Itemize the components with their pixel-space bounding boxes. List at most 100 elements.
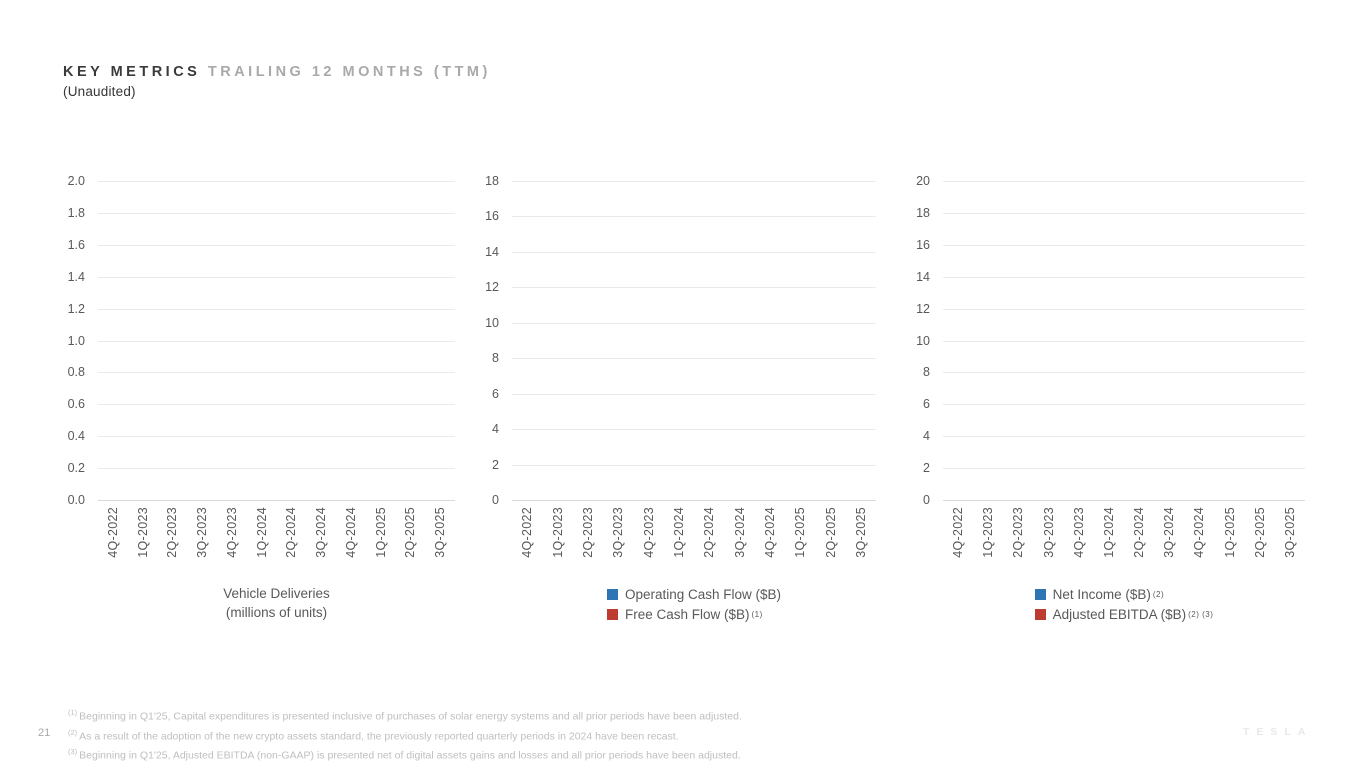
x-axis-tick-label: 3Q-2024	[1162, 507, 1176, 558]
legend-label: Free Cash Flow ($B)	[624, 606, 750, 622]
gridline	[512, 465, 876, 466]
gridline	[98, 277, 455, 278]
footnote-marker: (2)	[68, 727, 78, 737]
y-axis-tick-label: 0.2	[67, 461, 85, 475]
y-axis-tick-label: 0.6	[67, 397, 85, 411]
x-axis-tick-label: 2Q-2024	[702, 507, 716, 558]
y-axis-tick-label: 0.0	[67, 493, 85, 507]
x-axis-tick-label: 4Q-2022	[520, 507, 534, 558]
gridline	[512, 287, 876, 288]
page-title: KEY METRICS TRAILING 12 MONTHS (TTM)	[63, 64, 491, 80]
x-axis-tick-label: 4Q-2022	[106, 507, 120, 558]
legend-swatch-icon	[1034, 588, 1046, 600]
legend-item: Adjusted EBITDA ($B) (2) (3)	[1034, 604, 1214, 624]
gridline	[943, 277, 1305, 278]
footnote: (3) Beginning in Q1'25, Adjusted EBITDA (…	[68, 744, 742, 764]
page-number: 21	[38, 727, 51, 739]
legend-swatch-icon	[606, 588, 618, 600]
gridline	[98, 213, 455, 214]
gridline	[512, 323, 876, 324]
gridline	[98, 309, 455, 310]
legend-swatch-icon	[606, 608, 618, 620]
y-axis-tick-label: 16	[916, 238, 930, 252]
y-axis-tick-label: 1.8	[67, 206, 85, 220]
x-axis-line	[943, 500, 1305, 501]
x-axis-tick-label: 4Q-2024	[1192, 507, 1206, 558]
gridline	[943, 213, 1305, 214]
x-axis-tick-label: 2Q-2024	[1132, 507, 1146, 558]
gridline	[512, 181, 876, 182]
unaudited-label: (Unaudited)	[63, 84, 136, 99]
y-axis-tick-label: 6	[492, 387, 499, 401]
gridline	[943, 309, 1305, 310]
y-axis-tick-label: 1.4	[67, 270, 85, 284]
y-axis-tick-label: 10	[485, 316, 499, 330]
y-axis-tick-label: 0	[492, 493, 499, 507]
x-axis-tick-label: 3Q-2024	[733, 507, 747, 558]
x-axis-tick-label: 3Q-2025	[854, 507, 868, 558]
x-axis-tick-label: 2Q-2024	[284, 507, 298, 558]
x-axis-line	[512, 500, 876, 501]
y-axis-tick-label: 4	[492, 422, 499, 436]
y-axis-tick-label: 12	[916, 302, 930, 316]
y-axis-tick-label: 1.2	[67, 302, 85, 316]
page-title-secondary: TRAILING 12 MONTHS (TTM)	[200, 64, 491, 80]
legend-label: Operating Cash Flow ($B)	[624, 586, 782, 602]
x-axis-tick-label: 1Q-2023	[981, 507, 995, 558]
gridline	[98, 341, 455, 342]
footnote-marker: (1)	[68, 708, 78, 717]
legend-rows: Net Income ($B) (2) Adjusted EBITDA ($B) (2…	[1034, 584, 1214, 624]
x-axis-tick-label: 2Q-2025	[824, 507, 838, 558]
y-axis-tick-label: 20	[916, 174, 930, 188]
gridline	[98, 181, 455, 182]
gridline	[98, 372, 455, 373]
gridline	[98, 404, 455, 405]
chart-title-line: (millions of units)	[225, 605, 328, 620]
gridline	[512, 216, 876, 217]
x-axis-tick-label: 1Q-2024	[255, 507, 269, 558]
y-axis-tick-label: 16	[485, 209, 499, 223]
x-axis-tick-label: 2Q-2023	[581, 507, 595, 558]
x-axis-tick-label: 4Q-2024	[344, 507, 358, 558]
gridline	[512, 429, 876, 430]
x-axis-tick-label: 1Q-2023	[136, 507, 150, 558]
legend-footnote-marker: (2) (3)	[1188, 609, 1214, 619]
legend-item: Net Income ($B) (2)	[1034, 584, 1214, 604]
gridline	[943, 436, 1305, 437]
y-axis-tick-label: 2	[923, 461, 930, 475]
x-axis-tick-label: 1Q-2023	[551, 507, 565, 558]
x-axis-tick-label: 2Q-2023	[165, 507, 179, 558]
x-axis-tick-label: 3Q-2023	[611, 507, 625, 558]
footnote-marker: (3)	[68, 747, 78, 756]
y-axis-tick-label: 2.0	[67, 174, 85, 188]
gridline	[943, 468, 1305, 469]
y-axis-tick-label: 18	[485, 174, 499, 188]
footnote-text: Beginning in Q1'25, Capital expenditures…	[79, 710, 742, 723]
y-axis-tick-label: 8	[923, 365, 930, 379]
gridline	[943, 181, 1305, 182]
x-axis-tick-label: 2Q-2025	[1253, 507, 1267, 558]
gridline	[98, 245, 455, 246]
chart-title-line: Vehicle Deliveries	[223, 586, 330, 601]
y-axis-tick-label: 6	[923, 397, 930, 411]
x-axis-tick-label: 3Q-2023	[1042, 507, 1056, 558]
x-axis-tick-label: 4Q-2022	[951, 507, 965, 558]
chart-title: Vehicle Deliveries (millions of units)	[98, 584, 455, 622]
y-axis-tick-label: 4	[923, 429, 930, 443]
x-axis-tick-label: 4Q-2023	[1072, 507, 1086, 558]
x-axis-tick-label: 3Q-2024	[314, 507, 328, 558]
x-axis-tick-label: 1Q-2025	[793, 507, 807, 558]
chart-cash-flow: 18 16 14 12 10 8 6 4 2 0 4Q-2022 1Q-2023 2Q-2023 3Q-2…	[472, 172, 876, 642]
plot-area	[943, 181, 1305, 501]
x-axis-tick-label: 4Q-2023	[642, 507, 656, 558]
legend-swatch-icon	[1034, 608, 1046, 620]
gridline	[943, 372, 1305, 373]
gridline	[98, 468, 455, 469]
legend: Net Income ($B) (2) Adjusted EBITDA ($B) (2…	[943, 584, 1305, 625]
chart-income-ebitda: 20 18 16 14 12 10 8 6 4 2 0 4Q-2022 1Q-2023 2Q-2023 3Q…	[902, 172, 1305, 642]
x-axis-tick-label: 1Q-2024	[1102, 507, 1116, 558]
x-axis-tick-label: 2Q-2025	[403, 507, 417, 558]
gridline	[943, 245, 1305, 246]
y-axis-tick-label: 0	[923, 493, 930, 507]
legend-footnote-marker: (2)	[1152, 589, 1165, 599]
